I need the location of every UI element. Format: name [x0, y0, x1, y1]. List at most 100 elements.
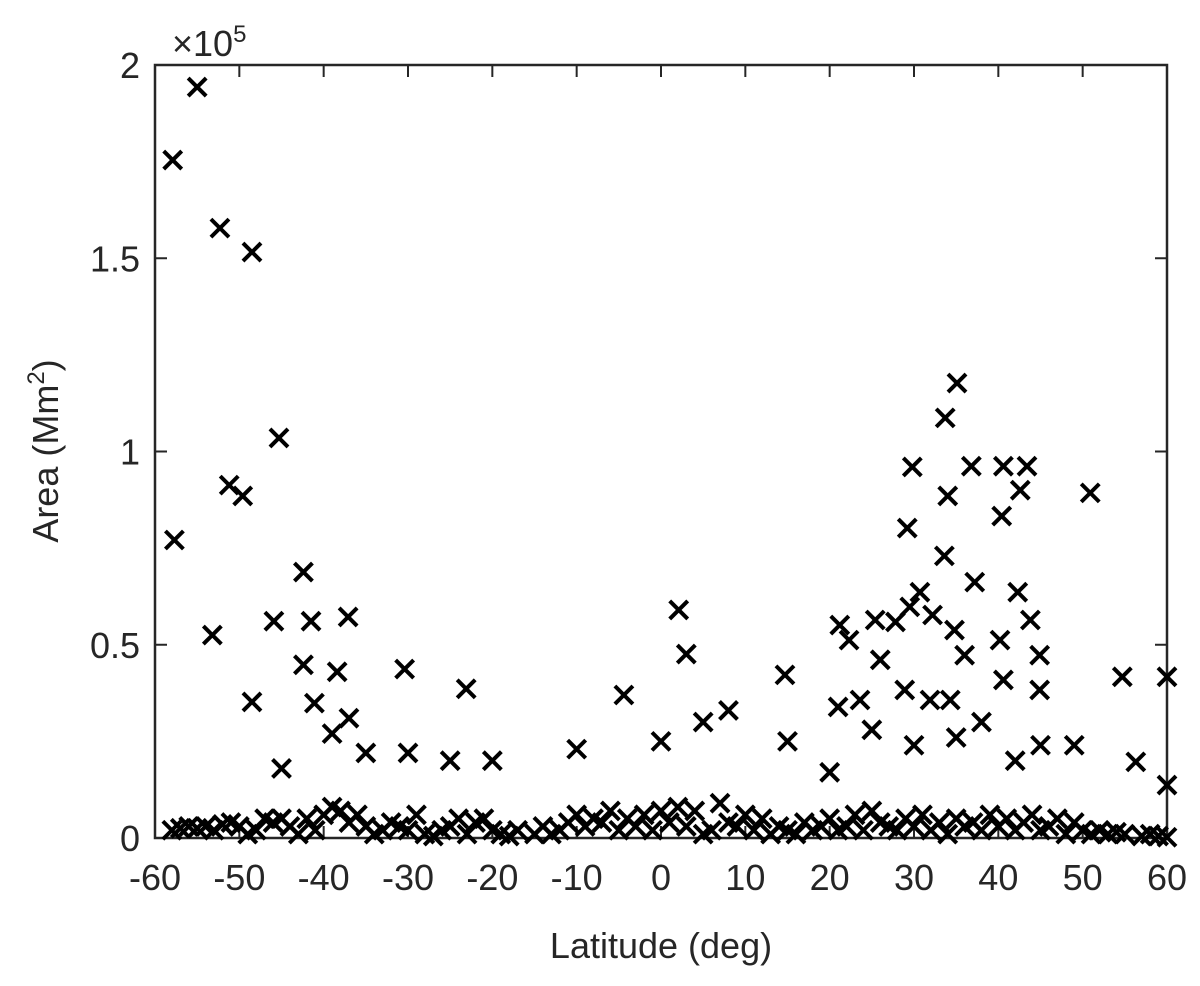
point-stroke	[481, 750, 503, 772]
point	[1029, 679, 1051, 701]
point	[293, 561, 314, 583]
point	[1111, 666, 1133, 688]
point-stroke	[668, 599, 690, 621]
point-stroke	[933, 545, 955, 567]
point-stroke	[394, 658, 416, 680]
point-stroke	[991, 505, 1013, 527]
point	[885, 611, 906, 633]
point-stroke	[195, 815, 217, 837]
point	[1114, 823, 1136, 845]
point	[971, 711, 992, 733]
point-stroke	[919, 689, 941, 711]
point	[1019, 609, 1041, 631]
y-exponent: ×105	[172, 21, 246, 64]
point	[692, 711, 714, 733]
point	[829, 614, 851, 636]
point-stroke	[380, 812, 402, 833]
x-tick-label: -30	[382, 857, 434, 898]
point-stroke	[1046, 808, 1068, 830]
x-tick-label: 50	[1063, 857, 1103, 898]
point-stroke	[709, 792, 731, 814]
point	[650, 730, 672, 752]
point	[827, 696, 849, 718]
point	[1125, 751, 1147, 773]
point	[1004, 750, 1026, 772]
point	[896, 517, 918, 539]
point-stroke	[829, 614, 851, 636]
x-tick-label: 20	[810, 857, 850, 898]
x-tick-label: 10	[725, 857, 765, 898]
point	[709, 792, 731, 814]
point	[293, 654, 314, 676]
point-stroke	[271, 758, 292, 779]
y-label-superscript: 2	[23, 371, 50, 384]
point	[1055, 823, 1077, 845]
point	[939, 689, 961, 711]
point-stroke	[304, 819, 326, 841]
point	[209, 217, 231, 239]
point	[201, 624, 223, 646]
point	[864, 609, 886, 631]
point-stroke	[599, 800, 621, 822]
point-stroke	[448, 808, 470, 830]
point-stroke	[819, 761, 841, 783]
point	[338, 707, 360, 729]
point	[355, 742, 377, 764]
point-stroke	[838, 629, 860, 651]
point	[718, 700, 739, 721]
point-stroke	[869, 649, 891, 671]
point	[473, 808, 495, 830]
y-tick-label: 0.5	[90, 625, 140, 666]
point	[397, 742, 419, 764]
point	[304, 819, 326, 841]
point-stroke	[944, 619, 965, 641]
point-stroke	[785, 823, 807, 845]
point	[667, 796, 689, 818]
point	[1156, 774, 1178, 796]
point	[944, 619, 965, 641]
point-stroke	[1029, 679, 1051, 701]
point-stroke	[667, 796, 689, 818]
point-stroke	[330, 800, 351, 822]
point-stroke	[355, 742, 377, 764]
point-stroke	[650, 730, 672, 752]
point-stroke	[901, 456, 923, 478]
point	[1046, 808, 1068, 830]
point-stroke	[903, 815, 925, 837]
point-stroke	[186, 76, 208, 98]
point-stroke	[1079, 482, 1101, 504]
point	[642, 819, 663, 841]
point	[785, 823, 807, 845]
point-stroke	[300, 610, 322, 632]
point-stroke	[337, 606, 359, 628]
point	[937, 823, 959, 845]
point-stroke	[338, 707, 360, 729]
x-axis-label: Latitude (deg)	[550, 925, 772, 966]
point-stroke	[922, 604, 943, 626]
point	[886, 819, 908, 841]
point-stroke	[162, 149, 184, 171]
point-stroke	[406, 804, 427, 826]
point	[337, 606, 359, 628]
point	[608, 819, 630, 841]
point-stroke	[861, 719, 883, 741]
point	[1063, 734, 1085, 756]
point	[996, 808, 1018, 830]
point-stroke	[321, 796, 343, 818]
point-stroke	[777, 730, 798, 752]
point	[303, 692, 325, 714]
y-exponent-power: 5	[233, 21, 246, 48]
point	[922, 604, 943, 626]
point-stroke	[455, 678, 477, 700]
point-stroke	[414, 823, 436, 845]
point-stroke	[507, 819, 529, 841]
point	[613, 684, 635, 706]
point-stroke	[650, 800, 672, 822]
point-stroke	[1139, 823, 1161, 845]
point	[849, 689, 871, 711]
point-stroke	[979, 804, 1001, 826]
point	[397, 819, 419, 841]
point-stroke	[439, 750, 461, 772]
point	[774, 664, 796, 686]
